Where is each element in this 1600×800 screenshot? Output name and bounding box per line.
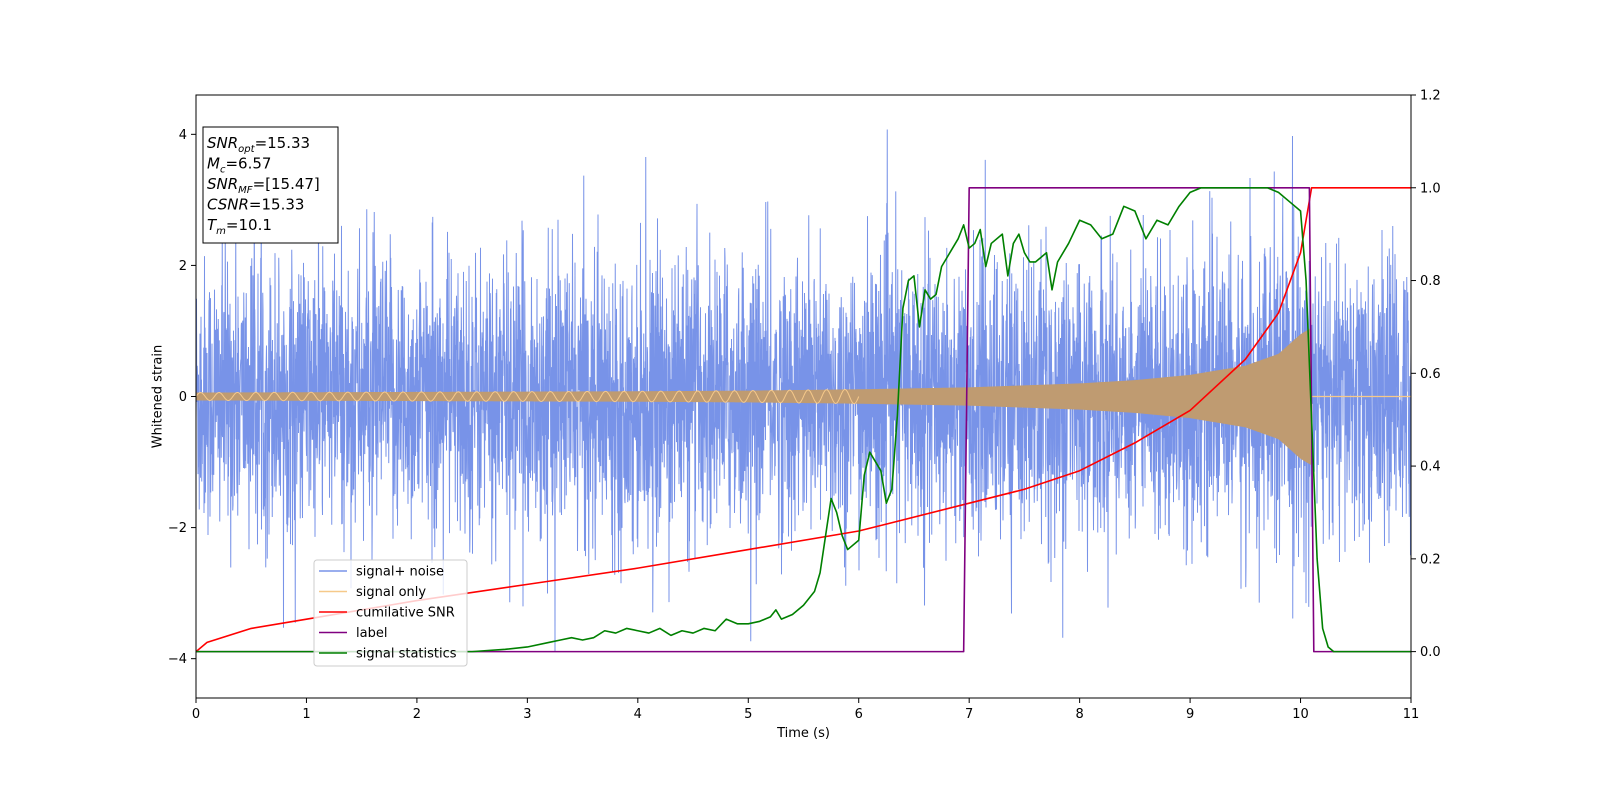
y-right-tick-label: 0.4 xyxy=(1420,460,1441,475)
legend-label: signal+ noise xyxy=(356,565,444,580)
x-tick-label: 2 xyxy=(413,707,421,722)
info-line: Mc=6.57 xyxy=(207,155,271,176)
y-left-tick-label: 2 xyxy=(179,259,187,274)
info-line: SNRMF=[15.47] xyxy=(207,175,320,196)
legend-frame xyxy=(313,559,468,667)
y-axis-right: 0.0 0.2 0.4 0.6 0.8 1.0 1.2 xyxy=(1411,89,1441,660)
info-annotation-box: SNRopt=15.33Mc=6.57SNRMF=[15.47]CSNR=15.… xyxy=(202,126,339,244)
x-tick-label: 0 xyxy=(192,707,200,722)
info-box-frame xyxy=(202,126,339,244)
x-tick-label: 9 xyxy=(1186,707,1194,722)
series-signal-only-fill xyxy=(196,328,1311,465)
series-signal-noise xyxy=(196,129,1411,653)
y-axis-label: Whitened strain xyxy=(151,345,166,448)
x-tick-label: 5 xyxy=(744,707,752,722)
x-tick-label: 1 xyxy=(302,707,310,722)
legend-label: signal only xyxy=(356,585,426,600)
legend-label: label xyxy=(356,626,387,641)
y-left-tick-label: 0 xyxy=(179,390,187,405)
y-right-tick-label: 1.0 xyxy=(1420,181,1441,196)
info-line: CSNR=15.33 xyxy=(207,196,304,214)
x-tick-label: 6 xyxy=(855,707,863,722)
y-left-tick-label: −4 xyxy=(168,652,187,667)
x-tick-label: 8 xyxy=(1075,707,1083,722)
info-line: Tm=10.1 xyxy=(207,216,272,237)
x-tick-label: 3 xyxy=(523,707,531,722)
legend-label: cumilative SNR xyxy=(356,606,455,621)
legend: signal+ noise signal only cumilative SNR la… xyxy=(313,559,468,667)
y-right-tick-label: 0.2 xyxy=(1420,552,1441,567)
series-label xyxy=(196,186,1411,653)
plot-area xyxy=(196,129,1411,653)
info-line: SNRopt=15.33 xyxy=(207,134,310,155)
x-tick-label: 10 xyxy=(1292,707,1309,722)
y-right-tick-label: 0.6 xyxy=(1420,367,1441,382)
x-tick-label: 4 xyxy=(634,707,642,722)
series-signal-only xyxy=(196,388,860,405)
y-left-tick-label: 4 xyxy=(179,128,187,143)
series-signal-statistics xyxy=(196,186,1411,653)
x-tick-label: 7 xyxy=(965,707,973,722)
y-right-tick-label: 0.0 xyxy=(1420,645,1441,660)
x-tick-label: 11 xyxy=(1403,707,1420,722)
y-right-tick-label: 0.8 xyxy=(1420,274,1441,289)
y-right-tick-label: 1.2 xyxy=(1420,89,1441,104)
x-axis: 0 1 2 3 4 5 6 7 8 9 10 11 xyxy=(192,698,1419,722)
legend-label: signal statistics xyxy=(356,647,457,662)
y-axis-left: −4 −2 0 2 4 xyxy=(168,128,196,667)
x-axis-label: Time (s) xyxy=(776,726,830,741)
y-left-tick-label: −2 xyxy=(168,521,187,536)
